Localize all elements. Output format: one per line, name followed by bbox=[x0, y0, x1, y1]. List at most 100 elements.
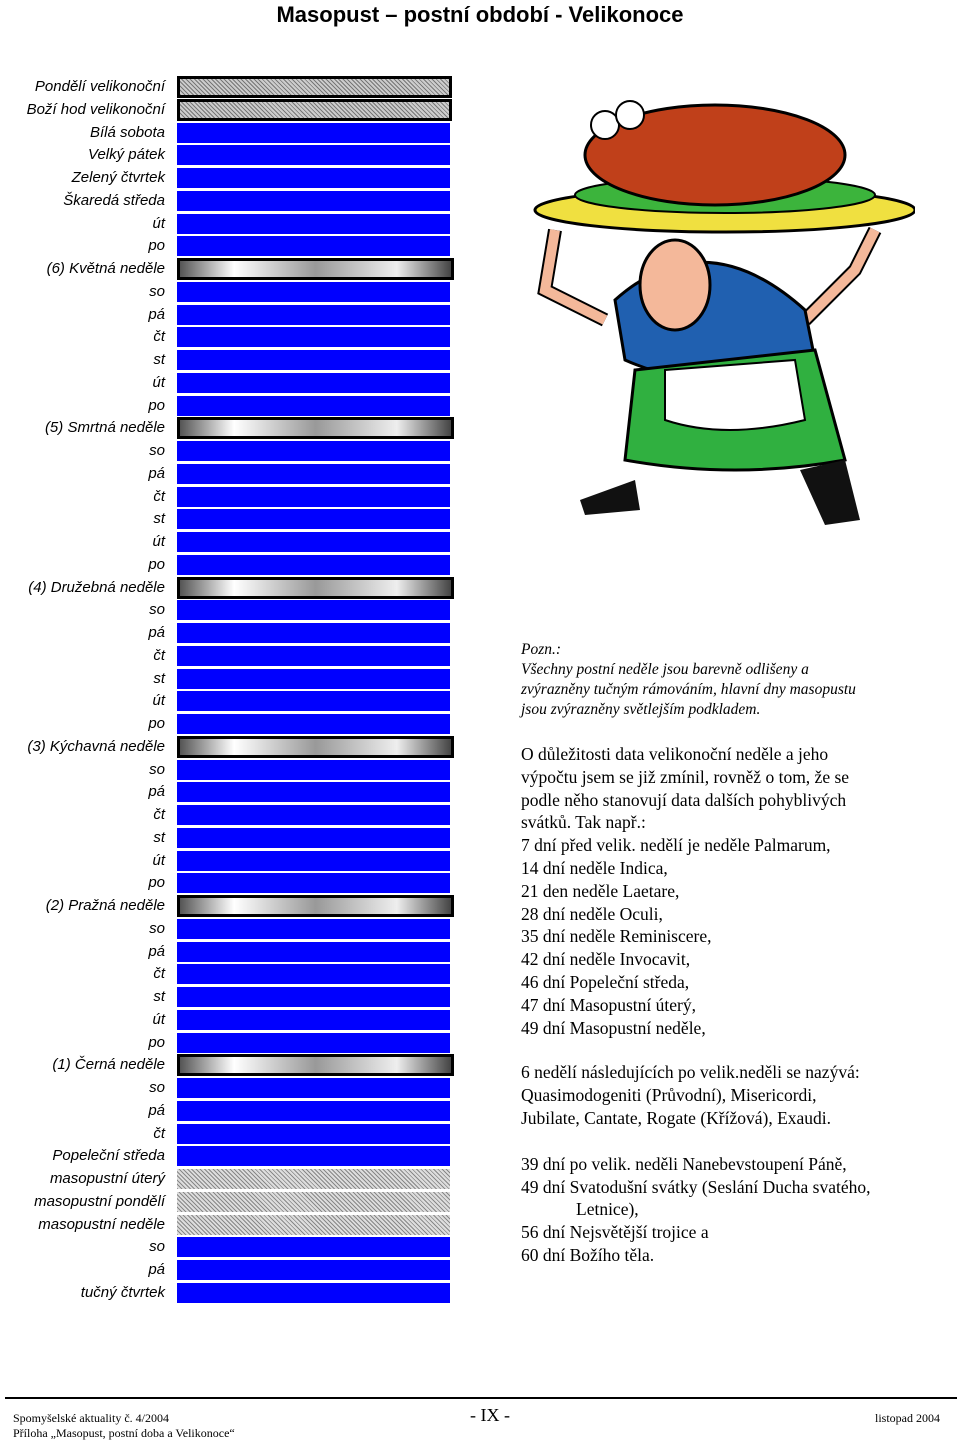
day-label: čt bbox=[153, 487, 165, 505]
day-bar bbox=[177, 190, 450, 211]
day-bar bbox=[177, 1237, 450, 1258]
day-label: so bbox=[149, 282, 165, 300]
day-bar bbox=[177, 1146, 450, 1167]
day-bar bbox=[177, 1123, 450, 1144]
day-bar bbox=[177, 554, 450, 575]
day-bar bbox=[177, 576, 454, 599]
day-label: st bbox=[153, 828, 165, 846]
footer-center: - IX - bbox=[470, 1405, 510, 1425]
day-label: pá bbox=[148, 624, 165, 641]
day-bar bbox=[177, 1214, 450, 1235]
day-label: so bbox=[149, 919, 165, 937]
day-bar bbox=[177, 714, 450, 734]
day-bar bbox=[177, 759, 450, 780]
text-line: 49 dní Masopustní neděle, bbox=[521, 1017, 706, 1038]
day-label: so bbox=[149, 442, 165, 459]
footer-left: Spomyšelské aktuality č. 4/2004 bbox=[13, 1411, 169, 1425]
day-bar bbox=[177, 145, 450, 166]
day-label: po bbox=[148, 874, 165, 892]
day-bar bbox=[177, 258, 454, 280]
text-line: 56 dní Nejsvětější trojice a bbox=[521, 1222, 709, 1243]
day-bar bbox=[177, 873, 450, 894]
text-line: 47 dní Masopustní úterý, bbox=[521, 994, 696, 1015]
day-label: po bbox=[148, 1033, 165, 1051]
day-label: čt bbox=[153, 328, 165, 346]
day-label: út bbox=[152, 373, 165, 391]
day-label: (4) Družebná neděle bbox=[28, 578, 165, 596]
day-bar bbox=[177, 395, 450, 416]
day-label: Velký pátek bbox=[88, 146, 165, 164]
day-bar bbox=[177, 327, 450, 348]
day-label: út bbox=[152, 533, 165, 550]
day-label: pá bbox=[148, 942, 165, 960]
text-line: 60 dní Božího těla. bbox=[521, 1244, 655, 1265]
paragraph: 39 dní po velik. neděli Nanebevstoupení … bbox=[521, 1153, 870, 1267]
day-bar bbox=[177, 941, 450, 962]
text-line: Quasimodogeniti (Průvodní), Misericordi, bbox=[521, 1085, 817, 1106]
day-label: pá bbox=[148, 305, 165, 323]
body-text: O důležitosti data velikonoční neděle a … bbox=[521, 743, 870, 1290]
day-label: pá bbox=[148, 1261, 165, 1278]
day-bar bbox=[177, 895, 454, 917]
text-line: 7 dní před velik. nedělí je neděle Palma… bbox=[521, 835, 831, 856]
text-line: Jubilate, Cantate, Rogate (Křížová), Exa… bbox=[521, 1107, 832, 1128]
day-label: út bbox=[152, 1010, 165, 1028]
text-line: 35 dní neděle Reminiscere, bbox=[521, 926, 712, 947]
day-label: tučný čtvrtek bbox=[80, 1283, 165, 1301]
day-label: pá bbox=[148, 783, 165, 801]
day-bar bbox=[177, 782, 450, 803]
day-label: pá bbox=[148, 464, 165, 482]
day-label: Popeleční středa bbox=[52, 1147, 165, 1165]
day-bar bbox=[177, 213, 450, 234]
day-label: po bbox=[148, 396, 165, 414]
day-bar bbox=[177, 964, 450, 985]
footer-sub: Příloha „Masopust, postní doba a Velikon… bbox=[13, 1426, 235, 1440]
day-bar bbox=[177, 486, 450, 507]
day-bar bbox=[177, 122, 450, 143]
note-heading: Pozn.: bbox=[521, 641, 562, 658]
day-label: (3) Kýchavná neděle bbox=[27, 737, 165, 755]
footer-rule bbox=[5, 1397, 957, 1399]
day-bar bbox=[177, 350, 450, 370]
day-label: st bbox=[153, 510, 165, 528]
paragraph: O důležitosti data velikonoční neděle a … bbox=[521, 743, 870, 1039]
day-bar bbox=[177, 1191, 450, 1212]
note-line: zvýrazněny tučným rámováním, hlavní dny … bbox=[521, 681, 856, 698]
text-line: výpočtu jsem se již zmínil, rovněž o tom… bbox=[521, 766, 850, 787]
day-label: út bbox=[152, 692, 165, 710]
day-label: po bbox=[148, 237, 165, 255]
day-label: st bbox=[153, 988, 165, 1005]
day-bar bbox=[177, 1078, 450, 1098]
footer-right: listopad 2004 bbox=[875, 1411, 940, 1425]
day-bar bbox=[177, 645, 450, 666]
day-bar bbox=[177, 281, 450, 302]
day-bar bbox=[177, 372, 450, 393]
day-bar bbox=[177, 463, 450, 484]
text-line: 46 dní Popeleční středa, bbox=[521, 971, 690, 992]
day-label: so bbox=[149, 760, 165, 778]
day-bar bbox=[177, 76, 452, 98]
note-line: Všechny postní neděle jsou barevně odliš… bbox=[521, 661, 809, 678]
day-bar bbox=[177, 532, 450, 552]
text-line: 28 dní neděle Oculi, bbox=[521, 903, 663, 924]
illustration bbox=[533, 100, 915, 525]
day-label: čt bbox=[153, 806, 165, 823]
day-bar bbox=[177, 850, 450, 871]
day-bar bbox=[177, 98, 452, 121]
text-line: 6 nedělí následujících po velik.neděli s… bbox=[521, 1062, 860, 1083]
day-bar bbox=[177, 668, 450, 689]
day-label: masopustní úterý bbox=[49, 1170, 165, 1187]
day-bar bbox=[177, 827, 450, 848]
day-bar bbox=[177, 735, 454, 758]
day-bar bbox=[177, 236, 450, 257]
text-line: Letnice), bbox=[576, 1199, 639, 1220]
day-bar bbox=[177, 509, 450, 530]
day-label: Pondělí velikonoční bbox=[34, 78, 165, 95]
text-line: 42 dní neděle Invocavit, bbox=[521, 949, 691, 970]
day-bar bbox=[177, 1169, 450, 1189]
text-line: 39 dní po velik. neděli Nanebevstoupení … bbox=[521, 1153, 847, 1174]
day-label: (5) Smrtná neděle bbox=[44, 419, 165, 437]
text-line: 49 dní Svatodušní svátky (Seslání Ducha … bbox=[521, 1176, 871, 1197]
day-bar bbox=[177, 600, 450, 621]
day-bar bbox=[177, 1100, 450, 1121]
